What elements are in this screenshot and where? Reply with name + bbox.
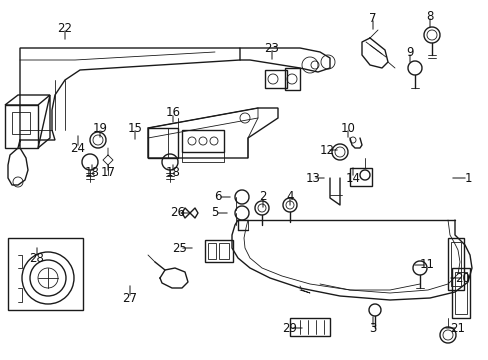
Text: 18: 18 [165,166,180,180]
Text: 2: 2 [259,190,266,203]
Text: 15: 15 [127,122,142,135]
Bar [447,238,463,290]
Text: 13: 13 [305,171,320,184]
Bar [264,70,286,88]
Text: 28: 28 [29,252,44,265]
Text: 3: 3 [368,321,376,334]
Text: 6: 6 [214,190,221,203]
Bar [289,318,329,336]
Text: 20: 20 [455,271,469,284]
Text: 26: 26 [170,207,185,220]
Text: 14: 14 [345,171,360,184]
Text: 23: 23 [264,41,279,54]
Bar [451,268,469,318]
Bar [12,112,30,134]
Text: 16: 16 [165,107,180,120]
Text: 7: 7 [368,12,376,24]
Text: 29: 29 [282,321,297,334]
Text: 17: 17 [101,166,115,180]
Bar [204,240,232,262]
Text: 1: 1 [463,171,471,184]
Bar [182,130,224,152]
Bar [450,242,460,286]
Bar [454,272,466,314]
Text: 5: 5 [211,207,218,220]
Text: 4: 4 [285,189,293,202]
Bar [8,238,83,310]
Text: 24: 24 [70,141,85,154]
Text: 21: 21 [449,321,465,334]
Bar [148,128,178,158]
Bar [285,68,299,90]
Text: 12: 12 [319,144,334,157]
Text: 18: 18 [84,166,99,180]
Text: 10: 10 [340,122,355,135]
Text: 11: 11 [419,258,434,271]
Bar [219,243,228,259]
Text: 22: 22 [58,22,72,35]
Text: 8: 8 [426,9,433,22]
Text: 9: 9 [406,45,413,58]
Bar [207,243,216,259]
Text: 27: 27 [122,292,137,305]
Text: 19: 19 [92,122,107,135]
Bar [349,168,371,186]
Text: 25: 25 [172,242,187,255]
